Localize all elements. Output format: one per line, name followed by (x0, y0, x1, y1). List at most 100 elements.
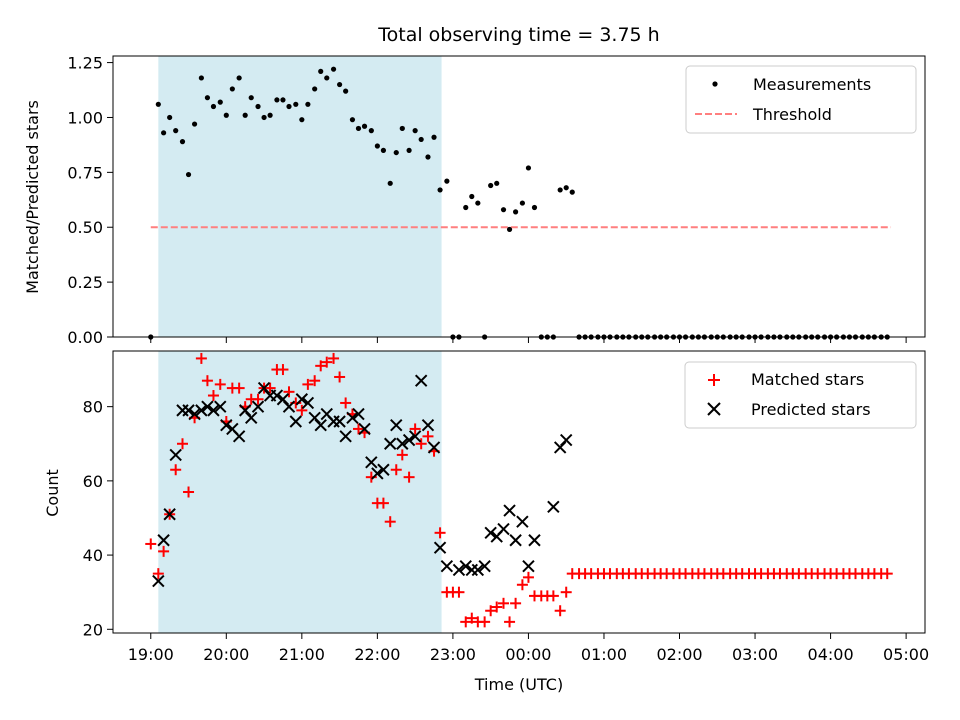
measurement-point (399, 125, 405, 132)
matched-point (434, 527, 446, 539)
measurement-point (349, 117, 356, 123)
legend-predicted-label: Predicted stars (751, 400, 871, 419)
measurement-point (299, 117, 305, 123)
predicted-point (339, 430, 352, 443)
measurement-point (286, 103, 292, 110)
top-observing-window (158, 56, 442, 337)
top-panel: 0.00 0.25 0.50 0.75 1.00 1.25 Matched/Predict… (23, 54, 926, 347)
measurement-point (236, 75, 242, 81)
measurement-point (185, 171, 192, 178)
predicted-point (289, 415, 303, 428)
measurement-point (161, 130, 167, 136)
measurement-point (431, 134, 437, 140)
measurement-point (312, 86, 318, 92)
matched-point (328, 352, 340, 364)
x-axis-label: Time (UTC) (474, 675, 563, 694)
bottom-panel: 20 40 60 80 19:00 20:00 21:00 22:00 23:00 00:00 0… (43, 350, 929, 694)
measurement-point (248, 95, 254, 101)
predicted-point (270, 389, 284, 402)
measurement-point (361, 123, 368, 129)
measurement-point (418, 136, 424, 143)
legend-predicted-marker (707, 402, 721, 416)
matched-point (315, 360, 327, 372)
x-tick-label: 20:00 (203, 645, 249, 664)
measurement-point (167, 114, 173, 121)
measurement-point (494, 180, 500, 186)
matched-point (554, 605, 566, 617)
predicted-point (245, 411, 258, 424)
matched-point (158, 545, 170, 557)
predicted-point (433, 541, 447, 554)
measurement-point (255, 103, 261, 110)
measurement-point (393, 149, 399, 156)
bottom-observing-window (158, 351, 442, 633)
predicted-point (377, 463, 390, 476)
legend-matched-marker (708, 374, 720, 386)
predicted-point (484, 526, 497, 540)
top-y-tick-label: 1.00 (67, 108, 103, 127)
matched-point (207, 390, 219, 402)
measurement-point (406, 147, 412, 153)
matched-point (377, 497, 389, 509)
predicted-point (188, 407, 201, 421)
measurement-point (324, 75, 330, 81)
x-tick-label: 22:00 (354, 645, 400, 664)
matched-point (201, 375, 213, 387)
measurement-point (519, 200, 525, 206)
matched-point (516, 579, 528, 591)
measurement-point (267, 112, 273, 118)
top-y-tick-label: 0.00 (67, 328, 103, 347)
measurement-point (330, 66, 337, 72)
matched-point (504, 616, 516, 628)
x-tick-label: 19:00 (128, 645, 174, 664)
measurement-point (280, 97, 286, 103)
matched-point (233, 382, 245, 394)
matched-point (510, 597, 522, 609)
measurement-point (217, 99, 223, 105)
measurement-point (488, 182, 494, 189)
matched-point (485, 605, 497, 617)
measurement-point (437, 187, 443, 193)
measurement-point (531, 204, 538, 211)
predicted-point (396, 437, 409, 450)
x-tick-label: 05:00 (883, 645, 929, 664)
matched-point (195, 352, 207, 364)
measurement-point (355, 125, 362, 132)
legend-threshold-label: Threshold (752, 105, 832, 124)
measurement-point (513, 209, 519, 215)
x-tick-label: 03:00 (732, 645, 778, 664)
bottom-legend: Matched stars Predicted stars (684, 361, 917, 429)
matched-point (145, 538, 157, 550)
measurement-point (179, 139, 186, 145)
predicted-point (516, 515, 529, 528)
x-tick-label: 02:00 (656, 645, 702, 664)
matched-point (384, 516, 396, 528)
predicted-point (157, 534, 170, 547)
predicted-point (182, 404, 195, 417)
matched-point (252, 393, 264, 405)
predicted-point (220, 419, 233, 432)
predicted-point (195, 404, 208, 417)
predicted-point (497, 522, 510, 536)
measurement-point (173, 128, 179, 134)
predicted-point (408, 430, 422, 443)
matched-point (152, 568, 164, 580)
matched-point (352, 423, 364, 435)
predicted-point (402, 433, 416, 447)
measurement-point (563, 185, 569, 191)
predicted-point (414, 374, 428, 387)
measurement-point (242, 112, 248, 118)
measurement-point (374, 143, 380, 149)
measurement-point (475, 200, 481, 206)
legend-measurements-marker (712, 81, 718, 87)
measurement-point (198, 75, 204, 81)
measurement-point (318, 68, 324, 74)
measurement-point (380, 147, 387, 153)
predicted-point (365, 456, 378, 469)
top-legend: Measurements Threshold (685, 65, 917, 134)
predicted-point (282, 400, 296, 413)
measurement-point (500, 207, 507, 213)
x-tick-label: 23:00 (430, 645, 476, 664)
matched-point (302, 378, 314, 390)
measurement-point (343, 88, 349, 94)
